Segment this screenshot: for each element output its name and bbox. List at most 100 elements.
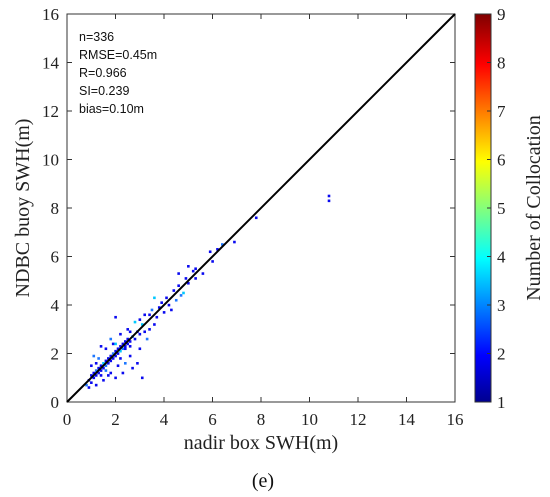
colorbar-tick-label: 6 (497, 151, 506, 170)
scatter-point (327, 199, 331, 203)
scatter-point (104, 359, 108, 363)
scatter-point (104, 347, 108, 351)
scatter-point (85, 383, 88, 387)
scatter-point (121, 371, 125, 375)
scatter-point (109, 354, 113, 358)
scatter-point (145, 337, 149, 341)
scatter-points (85, 194, 331, 389)
scatter-point (153, 323, 156, 326)
y-tick-label: 0 (51, 393, 60, 412)
scatter-point (155, 315, 159, 319)
scatter-point (157, 306, 161, 309)
scatter-point (109, 371, 113, 375)
colorbar-tick-label: 2 (497, 345, 506, 364)
scatter-point (138, 332, 142, 336)
scatter-point (111, 342, 115, 346)
colorbar-tick-label: 4 (497, 248, 506, 267)
scatter-point (121, 342, 125, 346)
scatter-point (254, 216, 258, 220)
scatter-point (179, 294, 183, 297)
scatter-point (111, 357, 115, 360)
scatter-point (90, 364, 93, 368)
scatter-point (128, 345, 132, 348)
scatter-point (177, 272, 180, 275)
stats-line: n=336 (79, 30, 114, 44)
scatter-point (119, 345, 122, 348)
scatter-point (116, 364, 120, 368)
scatter-point (165, 296, 168, 300)
panel-label: (e) (252, 470, 274, 492)
stats-line: RMSE=0.45m (79, 48, 157, 62)
scatter-point (119, 357, 122, 360)
scatter-point (194, 267, 197, 271)
scatter-point (124, 345, 127, 348)
scatter-point (167, 303, 171, 307)
scatter-point (94, 374, 98, 377)
x-tick-label: 2 (111, 410, 120, 429)
scatter-point (143, 330, 146, 334)
scatter-point (90, 381, 93, 384)
scatter-point (128, 330, 132, 334)
scatter-point (201, 272, 205, 275)
scatter-point (140, 323, 144, 326)
scatter-point (94, 362, 98, 365)
scatter-point (128, 340, 132, 343)
stats-line: R=0.966 (79, 66, 127, 80)
scatter-point (114, 342, 117, 346)
scatter-point (92, 376, 96, 380)
y-tick-label: 14 (42, 54, 60, 73)
colorbar-label: Number of Collocation (523, 115, 545, 301)
scatter-point (104, 364, 108, 368)
colorbar-ticks: 1 2 3 4 5 6 7 8 9 (487, 5, 506, 412)
scatter-point (140, 376, 144, 380)
x-tick-label: 0 (63, 410, 72, 429)
scatter-point (102, 362, 105, 365)
scatter-point (150, 308, 154, 312)
scatter-point (133, 320, 137, 324)
scatter-point (138, 318, 142, 321)
scatter-point (119, 332, 122, 336)
scatter-point (94, 369, 98, 372)
scatter-point (184, 277, 188, 280)
scatter-point (148, 313, 151, 317)
x-tick-label: 16 (447, 410, 464, 429)
x-tick-label: 4 (160, 410, 169, 429)
scatter-point (109, 359, 113, 363)
scatter-point (104, 369, 108, 372)
x-tick-label: 14 (398, 410, 416, 429)
y-tick-label: 16 (42, 5, 59, 24)
scatter-point (138, 347, 142, 351)
scatter-point (97, 371, 100, 375)
stats-line: bias=0.10m (79, 102, 144, 116)
scatter-point (162, 311, 166, 314)
scatter-point (194, 277, 197, 280)
scatter-point (92, 371, 96, 375)
scatter-point (99, 345, 103, 348)
y-tick-label: 8 (51, 199, 60, 218)
x-tick-label: 12 (350, 410, 367, 429)
scatter-point (99, 364, 103, 368)
scatter-point (124, 362, 127, 365)
scatter-point (114, 315, 117, 319)
scatter-point (116, 352, 120, 355)
scatter-point (177, 284, 180, 287)
colorbar-tick-label: 7 (497, 102, 506, 121)
scatter-point (124, 347, 127, 351)
scatter-point (233, 240, 236, 244)
x-tick-label: 10 (301, 410, 318, 429)
scatter-point (327, 194, 331, 198)
colorbar-tick-label: 1 (497, 393, 506, 412)
scatter-point (94, 383, 98, 387)
y-tick-label: 6 (51, 248, 60, 267)
scatter-point (221, 243, 224, 246)
x-tick-label: 6 (208, 410, 217, 429)
scatter-point (174, 298, 178, 302)
scatter-point (126, 342, 130, 346)
colorbar-tick-label: 9 (497, 5, 506, 24)
stats-annotation: n=336 RMSE=0.45m R=0.966 SI=0.239 bias=0.10m (79, 30, 157, 116)
y-axis-label: NDBC buoy SWH(m) (12, 119, 34, 298)
scatter-point (107, 362, 110, 365)
colorbar-tick-label: 3 (497, 296, 506, 315)
scatter-point (99, 374, 103, 377)
scatter-point (187, 281, 190, 285)
